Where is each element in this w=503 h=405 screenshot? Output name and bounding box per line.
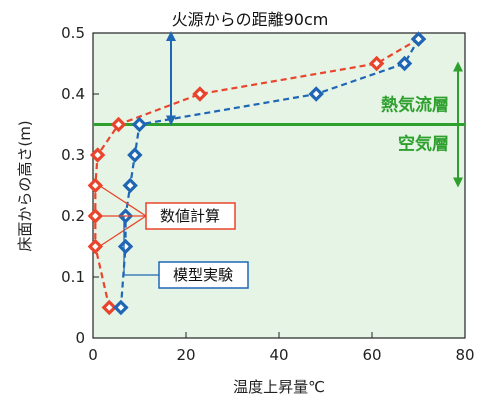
data-point <box>308 86 324 102</box>
data-point <box>127 147 143 163</box>
data-point <box>117 238 134 255</box>
legend-leader-experiment <box>123 216 159 276</box>
x-tick-label: 0 <box>88 346 98 364</box>
data-point-inner <box>136 121 143 128</box>
y-tick-label: 0.3 <box>61 146 85 164</box>
lower-layer-label: 空気層 <box>398 134 449 155</box>
y-tick-label: 0.5 <box>61 24 85 42</box>
legend-leader-numeric <box>98 215 147 248</box>
data-point-inner <box>313 90 320 98</box>
data-point <box>87 208 104 224</box>
data-point-inner <box>106 304 113 311</box>
x-axis-ticks: 0 20 40 60 80 <box>88 332 475 364</box>
upper-layer-label: 熱気流層 <box>381 95 449 116</box>
data-point-inner <box>92 243 99 250</box>
data-point-inner <box>415 35 422 43</box>
x-tick-label: 40 <box>269 346 288 364</box>
data-point <box>122 177 138 194</box>
y-tick-label: 0.1 <box>61 268 85 286</box>
data-point <box>192 86 208 102</box>
x-axis-title: 温度上昇量℃ <box>233 378 325 396</box>
data-point <box>368 55 385 72</box>
y-tick-label: 0.2 <box>61 207 85 225</box>
data-point <box>131 116 148 133</box>
data-point-inner <box>115 121 122 128</box>
legend-box-numeric <box>145 202 236 230</box>
data-point-inner <box>117 304 125 311</box>
data-point-inner <box>94 151 101 159</box>
data-point <box>410 31 427 47</box>
y-axis-ticks: 0 0.1 0.2 0.3 0.4 0.5 <box>61 24 99 347</box>
data-point <box>101 299 117 316</box>
data-point-inner <box>127 182 134 189</box>
y-axis-title: 床面からの高さ(m) <box>16 120 34 251</box>
data-point-inner <box>196 90 204 98</box>
chart-title: 火源からの距離90cm <box>172 10 329 29</box>
data-point <box>89 147 106 163</box>
data-point <box>396 55 413 72</box>
data-point-inner <box>92 182 99 189</box>
legend-label-numeric: 数値計算 <box>160 207 220 225</box>
plot-area <box>92 32 466 339</box>
x-tick-label: 80 <box>455 346 474 364</box>
data-point-inner <box>122 243 129 250</box>
data-point-inner <box>131 151 139 159</box>
data-point-inner <box>373 60 380 67</box>
x-tick-label: 20 <box>176 346 195 364</box>
legend-label-experiment: 模型実験 <box>173 266 233 284</box>
data-point-inner <box>92 212 99 220</box>
y-tick-label: 0.4 <box>61 85 85 103</box>
data-point <box>87 177 104 194</box>
data-point <box>113 299 129 316</box>
data-point <box>87 238 104 255</box>
y-tick-label: 0 <box>75 329 85 347</box>
legend-leader-numeric <box>98 184 147 217</box>
x-tick-label: 60 <box>362 346 381 364</box>
data-point-inner <box>401 60 408 67</box>
data-point <box>110 116 127 133</box>
series-points <box>87 31 427 316</box>
